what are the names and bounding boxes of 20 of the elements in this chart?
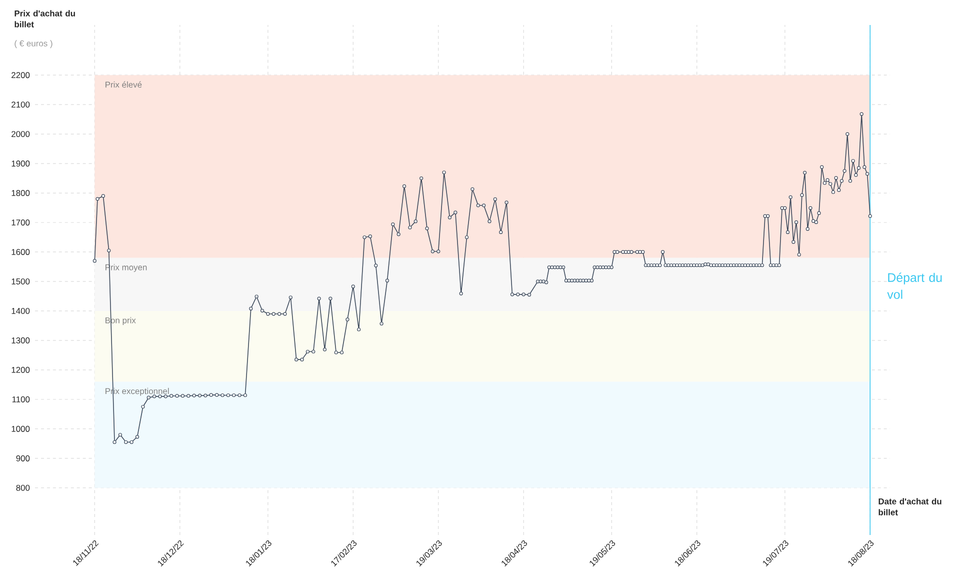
ref-line-label: Départ du vol — [887, 272, 942, 299]
y-tick-label: 1600 — [12, 248, 30, 255]
y-tick-label: 1400 — [12, 308, 30, 314]
y-tick-label: 1900 — [12, 160, 30, 167]
y-tick-label: 800 — [16, 484, 30, 491]
y-tick-label: 900 — [16, 455, 30, 462]
y-tick-label: 1200 — [12, 366, 30, 373]
y-tick-label: 2100 — [12, 102, 30, 108]
y-tick-label: 2200 — [12, 72, 30, 78]
x-axis-title: Date d'achat du billet — [878, 498, 942, 516]
y-tick-label: 2000 — [12, 131, 30, 138]
y-tick-label: 1800 — [12, 190, 30, 196]
annotation: ( € euros ) — [14, 40, 52, 48]
y-tick-label: 1700 — [12, 220, 30, 226]
y-tick-label: 1500 — [12, 278, 30, 284]
y-axis-title: Prix d'achat du billet — [14, 10, 75, 28]
y-tick-label: 1300 — [12, 337, 30, 344]
band-label: Prix élevé — [106, 81, 142, 88]
y-tick-label: 1000 — [12, 426, 30, 432]
y-tick-label: 1100 — [12, 396, 30, 402]
